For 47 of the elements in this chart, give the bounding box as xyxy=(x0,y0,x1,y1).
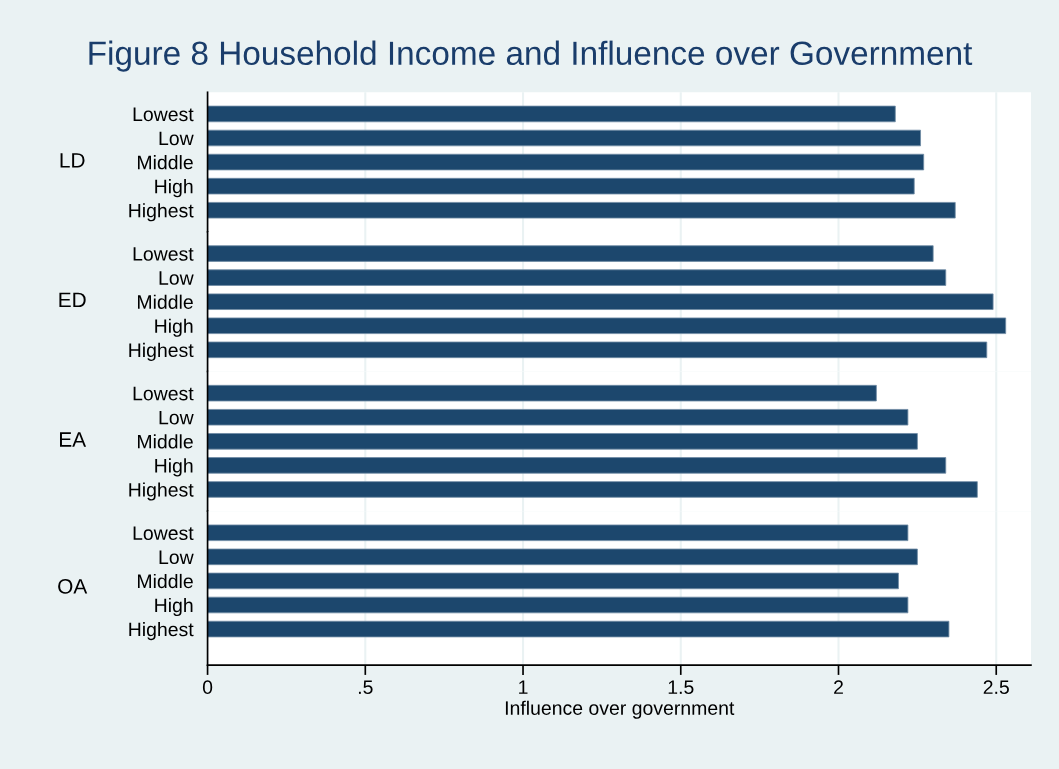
bar xyxy=(207,384,877,402)
y-tick-label: Low xyxy=(159,550,194,565)
x-tick-label: 1 xyxy=(519,680,528,694)
bar xyxy=(207,341,988,359)
bar xyxy=(207,409,909,426)
y-tick-label: Highest xyxy=(129,203,194,222)
bar xyxy=(207,293,994,310)
y-tick-label: Middle xyxy=(137,573,193,589)
y-tick-label: Lowest xyxy=(133,386,194,401)
y-tick-label: Low xyxy=(159,271,194,285)
chart-title: Figure 8 Household Income and Influence over Government xyxy=(89,40,973,72)
x-axis-title: Influence over government xyxy=(505,700,735,719)
y-tick-label: Middle xyxy=(137,155,193,170)
y-axis-title: ED xyxy=(59,292,86,308)
y-tick-label: Lowest xyxy=(133,247,194,261)
y-axis-title: LD xyxy=(60,153,85,168)
bar xyxy=(207,201,956,219)
x-tick-label: 2.5 xyxy=(983,680,1009,695)
y-tick-label: Middle xyxy=(137,294,193,309)
bar xyxy=(207,129,921,147)
bar xyxy=(207,245,934,262)
y-tick-label: Lowest xyxy=(133,107,194,122)
y-axis-title: EA xyxy=(60,432,87,447)
y-tick-label: Lowest xyxy=(133,526,194,541)
x-tick-label: .5 xyxy=(358,680,373,695)
y-tick-label: High xyxy=(155,458,193,477)
y-tick-label: Highest xyxy=(129,482,194,501)
y-tick-label: Low xyxy=(159,131,194,146)
y-tick-label: Low xyxy=(159,410,194,425)
y-tick-label: High xyxy=(155,318,193,337)
y-tick-label: High xyxy=(155,179,193,198)
bar xyxy=(207,269,947,286)
bar xyxy=(207,177,915,195)
x-tick-label: 0 xyxy=(202,680,213,695)
y-tick-label: Highest xyxy=(129,342,194,361)
y-tick-label: Highest xyxy=(129,622,194,641)
bar xyxy=(207,481,978,498)
y-tick-label: Middle xyxy=(137,434,193,449)
bar xyxy=(207,105,896,123)
y-tick-label: High xyxy=(155,597,193,617)
bar xyxy=(207,433,918,450)
x-tick-label: 1.5 xyxy=(668,680,694,695)
bar xyxy=(207,317,1007,335)
bar xyxy=(207,457,947,474)
bar xyxy=(207,153,925,171)
y-axis-title: OA xyxy=(58,579,88,594)
x-tick-label: 2 xyxy=(834,680,843,694)
